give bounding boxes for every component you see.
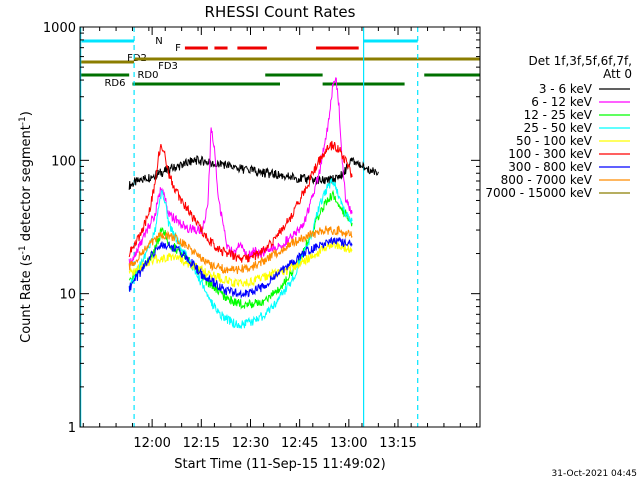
- x-axis-ticks: 12:00 12:15 12:30 12:45 13:00 13:15: [82, 27, 478, 451]
- state-label-rd0: RD0: [137, 70, 158, 81]
- y-axis-label-end: ): [19, 111, 34, 116]
- y-axis-label: Count Rate (s-1 detector segment-1): [18, 111, 34, 343]
- state-bars: NFFD2FD3RD0RD6: [80, 36, 480, 89]
- state-label-fd3: FD3: [158, 61, 178, 72]
- x-tick-label-5: 13:15: [379, 436, 416, 451]
- state-label-f: F: [175, 43, 181, 54]
- legend-label-3-6-kev: 3 - 6 keV: [539, 82, 593, 96]
- legend-label-50-100-kev: 50 - 100 keV: [516, 134, 593, 148]
- legend-title-line-1: Det 1f,3f,5f,6f,7f,: [528, 54, 632, 68]
- series-line-50-100-kev: [128, 237, 353, 289]
- legend-title-line-2: Att 0: [603, 67, 632, 81]
- chart-title: RHESSI Count Rates: [205, 3, 356, 21]
- series-line-300-800-kev: [128, 236, 353, 299]
- series-line-25-50-kev: [128, 178, 353, 329]
- y-tick-label-2: 100: [51, 154, 76, 169]
- legend-label-25-50-kev: 25 - 50 keV: [524, 121, 593, 135]
- legend-label-12-25-kev: 12 - 25 keV: [524, 108, 593, 122]
- x-tick-label-3: 12:45: [281, 436, 318, 451]
- x-tick-label-2: 12:30: [232, 436, 269, 451]
- series-line-12-25-kev: [128, 189, 353, 310]
- y-tick-label-3: 1000: [43, 21, 76, 36]
- y-tick-label-1: 10: [59, 288, 76, 303]
- x-axis-label: Start Time (11-Sep-15 11:49:02): [174, 457, 385, 472]
- series-line-100-300-kev: [128, 140, 353, 263]
- legend-label-800-7000-kev: 800 - 7000 keV: [501, 173, 593, 187]
- plot-frame: [79, 26, 481, 428]
- legend-label-100-300-kev: 100 - 300 keV: [508, 147, 592, 161]
- y-axis-ticks: 1 10 100 1000: [43, 21, 480, 436]
- series-line-3-6-kev: [128, 155, 379, 190]
- x-tick-label-1: 12:15: [183, 436, 220, 451]
- series-lines: [128, 77, 379, 329]
- legend-label-6-12-kev: 6 - 12 keV: [531, 95, 593, 109]
- y-tick-label-0: 1: [68, 421, 76, 436]
- x-tick-label-0: 12:00: [133, 436, 170, 451]
- footer-date: 31-Oct-2021 04:45: [552, 469, 637, 479]
- series-line-800-7000-kev: [128, 225, 353, 275]
- y-axis-label-main: Count Rate (s: [19, 254, 34, 343]
- state-label-n: N: [155, 36, 162, 47]
- vertical-markers: [80, 27, 419, 427]
- legend-label-7000-15000-kev: 7000 - 15000 keV: [485, 186, 592, 200]
- y-axis-label-mid: detector segment: [19, 125, 34, 245]
- y-axis-label-sup: -1: [18, 245, 28, 254]
- state-label-rd6: RD6: [104, 78, 125, 89]
- legend-label-300-800-kev: 300 - 800 keV: [508, 160, 592, 174]
- x-tick-label-4: 13:00: [330, 436, 367, 451]
- y-axis-label-sup2: -1: [18, 116, 28, 125]
